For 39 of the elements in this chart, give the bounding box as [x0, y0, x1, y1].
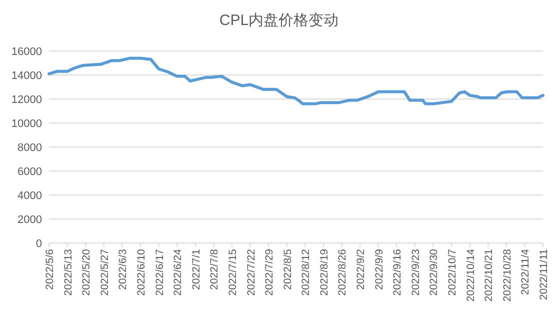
line-series — [48, 56, 544, 106]
x-tick-label: 2022/5/13 — [62, 248, 74, 296]
x-tick-label: 2022/6/10 — [135, 248, 148, 296]
x-tick-label: 2022/6/17 — [154, 248, 166, 296]
x-tick-label: 2022/7/29 — [264, 248, 276, 296]
x-tick-label: 2022/9/2 — [355, 248, 368, 290]
x-tick-label: 2022/10/14 — [464, 248, 477, 302]
x-tick-label: 2022/8/12 — [300, 248, 312, 296]
x-tick-label: 2022/5/6 — [44, 248, 56, 290]
x-tick-label: 2022/9/16 — [392, 248, 404, 296]
y-tick-label: 8000 — [18, 142, 42, 154]
y-tick-label: 14000 — [11, 70, 42, 82]
x-tick-label: 2022/10/21 — [483, 248, 496, 302]
x-tick-label: 2022/8/5 — [282, 248, 294, 290]
x-tick-label: 2022/11/11 — [538, 248, 550, 300]
x-tick-label: 2022/9/23 — [410, 248, 422, 296]
y-tick-label: 6000 — [18, 166, 42, 178]
y-tick-label: 4000 — [18, 190, 42, 202]
x-tick-label: 2022/7/15 — [226, 248, 239, 296]
x-tick-label: 2022/6/3 — [117, 248, 130, 290]
x-tick-label: 2022/11/4 — [520, 248, 532, 295]
y-tick-label: 10000 — [11, 118, 42, 130]
x-tick-label: 2022/6/24 — [172, 248, 184, 296]
x-tick-label: 2022/9/9 — [373, 248, 386, 290]
x-tick-label: 2022/7/22 — [245, 248, 258, 296]
chart-title: CPL内盘价格变动 — [219, 12, 339, 29]
x-tick-label: 2022/9/30 — [428, 248, 440, 296]
x-tick-label: 2022/8/19 — [318, 248, 330, 296]
x-tick-label: 2022/10/28 — [501, 248, 514, 302]
x-tick-label: 2022/10/7 — [446, 248, 459, 296]
y-tick-label: 0 — [36, 238, 42, 250]
y-tick-label: 12000 — [11, 94, 42, 106]
x-tick-label: 2022/5/27 — [98, 248, 111, 296]
x-tick-label: 2022/5/20 — [80, 248, 93, 296]
x-tick-label: 2022/7/8 — [208, 248, 221, 290]
x-tick-label: 2022/7/1 — [190, 248, 202, 290]
y-tick-label: 2000 — [18, 214, 42, 226]
y-tick-label: 16000 — [11, 46, 42, 58]
x-tick-label: 2022/8/26 — [336, 248, 349, 296]
